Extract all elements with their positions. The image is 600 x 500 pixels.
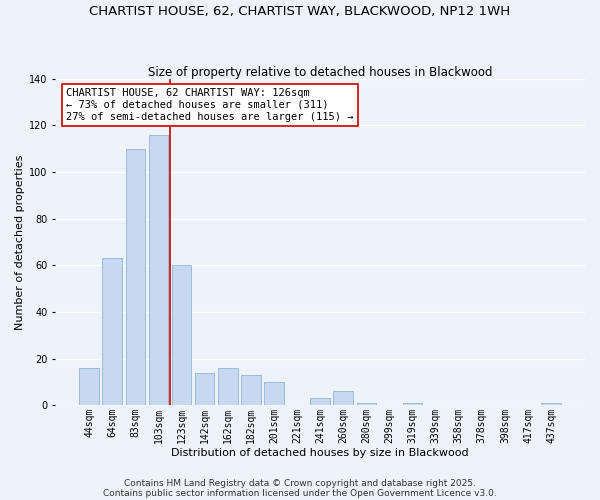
Bar — [403, 403, 422, 406]
Bar — [264, 382, 284, 406]
Bar — [356, 403, 376, 406]
Text: Contains HM Land Registry data © Crown copyright and database right 2025.: Contains HM Land Registry data © Crown c… — [124, 478, 476, 488]
Bar — [195, 372, 214, 406]
Bar — [218, 368, 238, 406]
X-axis label: Distribution of detached houses by size in Blackwood: Distribution of detached houses by size … — [172, 448, 469, 458]
Bar — [125, 148, 145, 406]
Text: CHARTIST HOUSE, 62 CHARTIST WAY: 126sqm
← 73% of detached houses are smaller (31: CHARTIST HOUSE, 62 CHARTIST WAY: 126sqm … — [66, 88, 353, 122]
Bar — [541, 403, 561, 406]
Bar — [149, 134, 169, 406]
Bar — [79, 368, 99, 406]
Bar — [172, 265, 191, 406]
Bar — [103, 258, 122, 406]
Bar — [241, 375, 260, 406]
Bar — [334, 392, 353, 406]
Title: Size of property relative to detached houses in Blackwood: Size of property relative to detached ho… — [148, 66, 493, 78]
Text: CHARTIST HOUSE, 62, CHARTIST WAY, BLACKWOOD, NP12 1WH: CHARTIST HOUSE, 62, CHARTIST WAY, BLACKW… — [89, 5, 511, 18]
Bar — [310, 398, 330, 406]
Text: Contains public sector information licensed under the Open Government Licence v3: Contains public sector information licen… — [103, 488, 497, 498]
Y-axis label: Number of detached properties: Number of detached properties — [15, 154, 25, 330]
